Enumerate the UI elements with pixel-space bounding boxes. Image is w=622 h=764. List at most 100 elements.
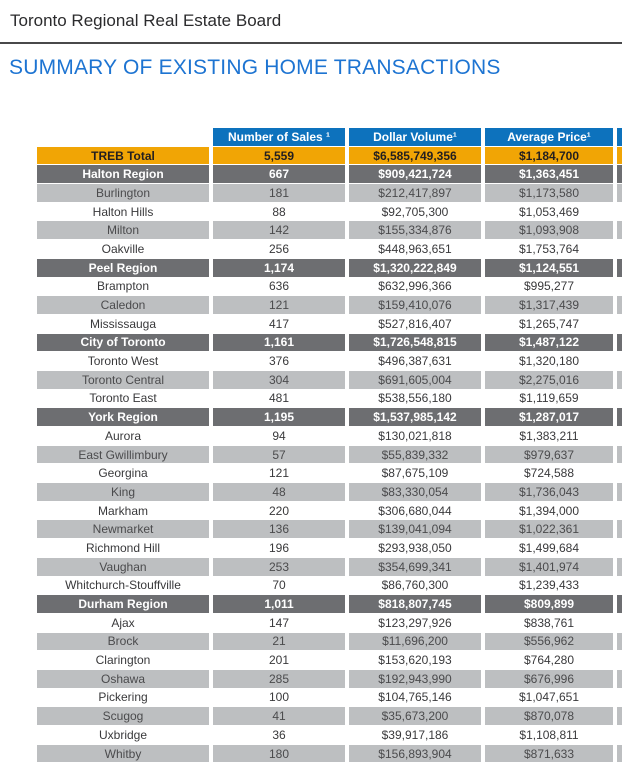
row-edge-sliver — [617, 258, 622, 278]
region-name-cell: Markham — [37, 501, 213, 521]
table-row: Markham 220 $306,680,044 $1,394,000 — [37, 501, 622, 521]
region-name-cell: Pickering — [37, 688, 213, 708]
average-price-cell: $838,761 — [485, 613, 617, 633]
row-edge-sliver — [617, 595, 622, 614]
row-edge-sliver — [617, 146, 622, 166]
row-edge-sliver — [617, 669, 622, 689]
table-row: Uxbridge 36 $39,917,186 $1,108,811 — [37, 726, 622, 745]
table-row: Whitchurch-Stouffville 70 $86,760,300 $1,23… — [37, 576, 622, 596]
average-price-cell: $871,633 — [485, 744, 617, 764]
region-name-cell: Toronto Central — [37, 370, 213, 390]
dollar-volume-cell: $86,760,300 — [349, 576, 485, 596]
average-price-cell: $1,401,974 — [485, 557, 617, 577]
row-edge-sliver — [617, 296, 622, 315]
row-edge-sliver — [617, 240, 622, 259]
row-edge-sliver — [617, 576, 622, 596]
row-edge-sliver — [617, 333, 622, 353]
table-row: Durham Region 1,011 $818,807,745 $809,899 — [37, 595, 622, 614]
row-edge-sliver — [617, 202, 622, 222]
average-price-cell: $1,119,659 — [485, 389, 617, 409]
row-edge-sliver — [617, 427, 622, 446]
table-row: Toronto East 481 $538,556,180 $1,119,659 — [37, 389, 622, 409]
row-edge-sliver — [617, 744, 622, 764]
header-divider — [0, 42, 622, 44]
table-row: Halton Region 667 $909,421,724 $1,363,451 — [37, 165, 622, 185]
table-row: Brock 21 $11,696,200 $556,962 — [37, 632, 622, 652]
row-edge-sliver — [617, 483, 622, 502]
row-edge-sliver — [617, 165, 622, 185]
dollar-volume-cell: $6,585,749,356 — [349, 146, 485, 166]
number-of-sales-cell: 376 — [213, 352, 349, 371]
average-price-cell: $2,275,016 — [485, 370, 617, 390]
region-name-cell: Georgina — [37, 464, 213, 484]
col-header-average-price: Average Price¹ — [485, 128, 617, 147]
number-of-sales-cell: 21 — [213, 632, 349, 652]
table-row: Milton 142 $155,334,876 $1,093,908 — [37, 221, 622, 241]
average-price-cell: $1,108,811 — [485, 726, 617, 745]
average-price-cell: $1,184,700 — [485, 146, 617, 166]
dollar-volume-cell: $354,699,341 — [349, 557, 485, 577]
average-price-cell: $1,053,469 — [485, 202, 617, 222]
average-price-cell: $1,022,361 — [485, 520, 617, 540]
average-price-cell: $1,124,551 — [485, 258, 617, 278]
row-edge-sliver — [617, 632, 622, 652]
col-header-edge-sliver — [617, 128, 622, 147]
dollar-volume-cell: $538,556,180 — [349, 389, 485, 409]
table-row: Caledon 121 $159,410,076 $1,317,439 — [37, 296, 622, 315]
region-name-cell: Peel Region — [37, 258, 213, 278]
table-row: Burlington 181 $212,417,897 $1,173,580 — [37, 184, 622, 203]
average-price-cell: $1,383,211 — [485, 427, 617, 446]
number-of-sales-cell: 285 — [213, 669, 349, 689]
row-edge-sliver — [617, 464, 622, 484]
average-price-cell: $1,173,580 — [485, 184, 617, 203]
region-name-cell: Oakville — [37, 240, 213, 259]
region-name-cell: King — [37, 483, 213, 502]
region-name-cell: Whitby — [37, 744, 213, 764]
region-name-cell: Brock — [37, 632, 213, 652]
number-of-sales-cell: 121 — [213, 296, 349, 315]
number-of-sales-cell: 667 — [213, 165, 349, 185]
number-of-sales-cell: 136 — [213, 520, 349, 540]
row-edge-sliver — [617, 408, 622, 427]
average-price-cell: $1,487,122 — [485, 333, 617, 353]
number-of-sales-cell: 5,559 — [213, 146, 349, 166]
average-price-cell: $1,287,017 — [485, 408, 617, 427]
region-name-cell: Clarington — [37, 651, 213, 670]
table-row: Ajax 147 $123,297,926 $838,761 — [37, 613, 622, 633]
average-price-cell: $1,093,908 — [485, 221, 617, 241]
region-name-cell: Oshawa — [37, 669, 213, 689]
number-of-sales-cell: 100 — [213, 688, 349, 708]
dollar-volume-cell: $1,320,222,849 — [349, 258, 485, 278]
dollar-volume-cell: $1,537,985,142 — [349, 408, 485, 427]
dollar-volume-cell: $153,620,193 — [349, 651, 485, 670]
dollar-volume-cell: $39,917,186 — [349, 726, 485, 745]
dollar-volume-cell: $496,387,631 — [349, 352, 485, 371]
number-of-sales-cell: 1,011 — [213, 595, 349, 614]
region-name-cell: Newmarket — [37, 520, 213, 540]
region-name-cell: Halton Hills — [37, 202, 213, 222]
table-row: Mississauga 417 $527,816,407 $1,265,747 — [37, 314, 622, 334]
table-row: Richmond Hill 196 $293,938,050 $1,499,684 — [37, 539, 622, 558]
number-of-sales-cell: 57 — [213, 445, 349, 465]
number-of-sales-cell: 88 — [213, 202, 349, 222]
dollar-volume-cell: $83,330,054 — [349, 483, 485, 502]
number-of-sales-cell: 481 — [213, 389, 349, 409]
number-of-sales-cell: 121 — [213, 464, 349, 484]
row-edge-sliver — [617, 707, 622, 726]
dollar-volume-cell: $632,996,366 — [349, 277, 485, 297]
dollar-volume-cell: $104,765,146 — [349, 688, 485, 708]
table-row: Pickering 100 $104,765,146 $1,047,651 — [37, 688, 622, 708]
region-name-cell: Whitchurch-Stouffville — [37, 576, 213, 596]
dollar-volume-cell: $123,297,926 — [349, 613, 485, 633]
board-name: Toronto Regional Real Estate Board — [10, 11, 282, 30]
number-of-sales-cell: 196 — [213, 539, 349, 558]
table-row: Georgina 121 $87,675,109 $724,588 — [37, 464, 622, 484]
number-of-sales-cell: 94 — [213, 427, 349, 446]
number-of-sales-cell: 256 — [213, 240, 349, 259]
dollar-volume-cell: $306,680,044 — [349, 501, 485, 521]
table-row: Clarington 201 $153,620,193 $764,280 — [37, 651, 622, 670]
row-edge-sliver — [617, 184, 622, 203]
table-row: Peel Region 1,174 $1,320,222,849 $1,124,551 — [37, 258, 622, 278]
table-row: City of Toronto 1,161 $1,726,548,815 $1,487… — [37, 333, 622, 353]
